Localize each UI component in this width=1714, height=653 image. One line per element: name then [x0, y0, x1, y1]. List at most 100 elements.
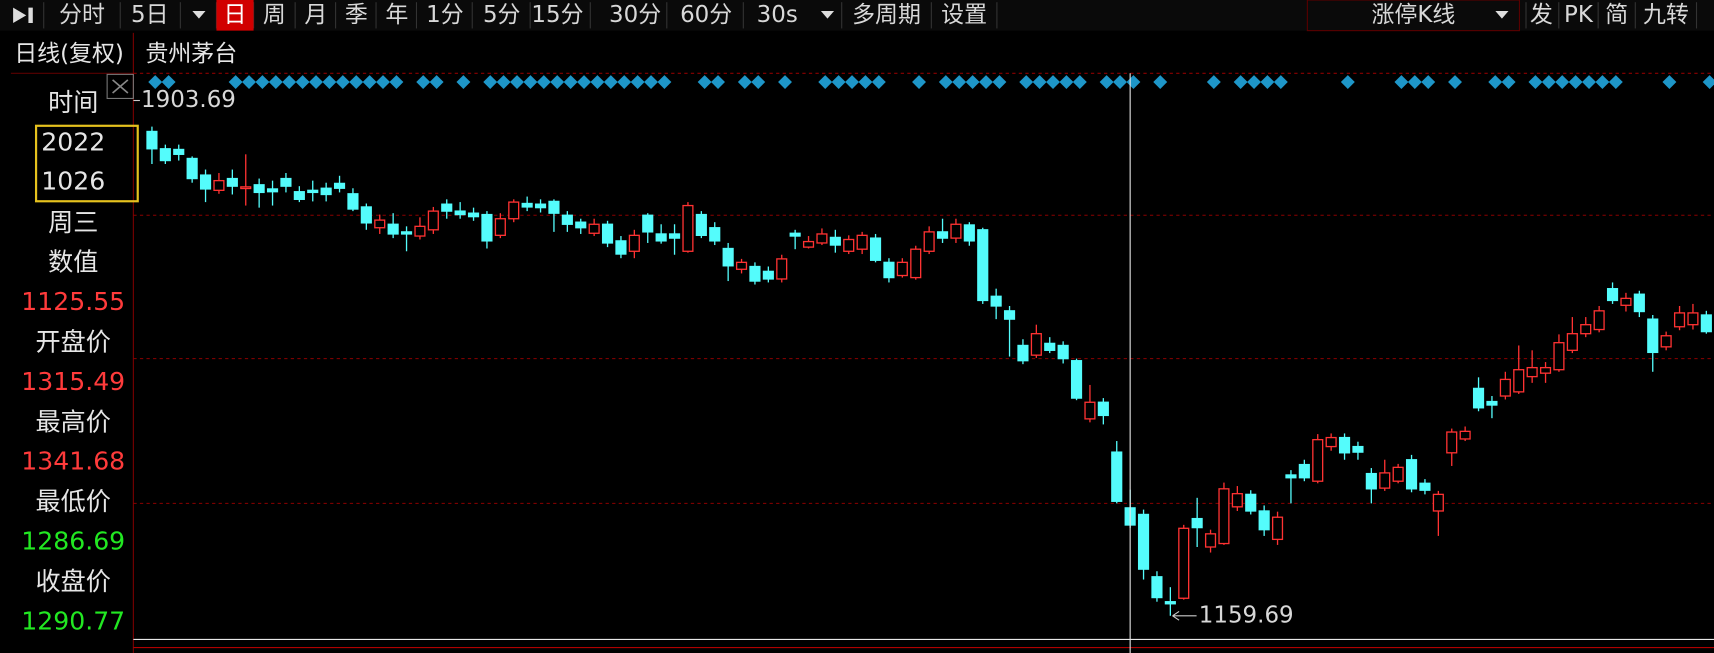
toolbar-button[interactable]: 周	[263, 2, 286, 28]
candle-body	[1191, 517, 1203, 529]
candle-body	[1526, 366, 1538, 378]
candle-body	[1137, 513, 1150, 570]
toolbar-button[interactable]: 30s	[757, 2, 798, 28]
candle-body	[1405, 459, 1418, 490]
candle-body	[1111, 451, 1123, 502]
candle-body	[1312, 438, 1324, 482]
signal-diamond	[416, 75, 431, 89]
signal-diamond	[376, 75, 390, 89]
info-date: 1026	[41, 167, 105, 196]
info-value: 1286.69	[21, 527, 125, 556]
candle-body	[1647, 318, 1659, 354]
candle-body	[293, 191, 305, 200]
candle-body	[1459, 430, 1471, 440]
signal-diamond	[389, 75, 404, 89]
candle-body	[990, 295, 1002, 307]
candle-body	[173, 148, 185, 155]
candle-body	[186, 157, 198, 180]
signal-diamond	[456, 75, 471, 89]
dropdown-arrow[interactable]	[820, 10, 835, 19]
toolbar-button[interactable]: 简	[1605, 2, 1628, 28]
signal-diamond	[322, 75, 337, 89]
toolbar-button[interactable]: 分时	[59, 2, 105, 28]
candle-body	[307, 189, 319, 194]
candle-body	[467, 212, 480, 218]
signal-diamond	[536, 75, 551, 89]
candle-body	[521, 202, 533, 208]
candle-body	[1553, 342, 1565, 371]
toolbar-button[interactable]: 60分	[680, 2, 732, 28]
candle-body	[387, 223, 399, 235]
candle-body	[494, 218, 506, 237]
signal-diamond	[979, 75, 993, 89]
toolbar-button[interactable]: PK	[1564, 2, 1594, 28]
toolbar-button[interactable]: 月	[304, 2, 327, 28]
info-value: 1315.49	[21, 367, 125, 396]
toolbar-button[interactable]: 年	[385, 2, 408, 28]
candle-body	[374, 219, 386, 229]
candle-body	[695, 213, 707, 237]
close-icon[interactable]	[112, 79, 129, 94]
toolbar: 分时 5日 日周月季年 1分 5分 15分 30分 60分 30s 多周期 设置 涨停K线 发 PK 简九转	[0, 0, 1714, 32]
signal-diamond	[362, 75, 377, 89]
toolbar-button[interactable]: 九转	[1643, 2, 1689, 28]
candle-body	[1472, 387, 1485, 409]
collapse-icon[interactable]	[13, 7, 33, 23]
candle-body	[347, 193, 359, 210]
candle-body	[226, 177, 238, 187]
candle-body	[1566, 333, 1578, 351]
candle-body	[1593, 310, 1605, 331]
candle-body	[481, 213, 493, 242]
candle-body	[682, 204, 694, 252]
candle-body	[789, 232, 801, 237]
candle-body	[1218, 488, 1230, 545]
candle-body	[548, 200, 560, 214]
info-year: 2022	[41, 127, 105, 156]
candle-body	[1204, 533, 1217, 548]
candle-body	[400, 231, 413, 235]
candle-body	[266, 188, 279, 193]
candle-body	[910, 248, 922, 279]
toolbar-button[interactable]: 30分	[609, 2, 661, 28]
toolbar-button[interactable]: 日	[224, 2, 247, 28]
candle-body	[762, 270, 774, 280]
candle-body	[1003, 310, 1016, 320]
dropdown-arrow[interactable]	[1495, 10, 1509, 19]
candle-body	[1325, 436, 1337, 448]
toolbar-button[interactable]: 发	[1530, 2, 1553, 28]
candle-body	[869, 237, 882, 261]
candle-body	[1419, 482, 1431, 491]
toolbar-button[interactable]: 5日	[131, 2, 169, 28]
toolbar-button[interactable]: 多周期	[852, 2, 921, 28]
date-box	[34, 124, 139, 203]
toolbar-button[interactable]: 1分	[426, 2, 464, 28]
candle-body	[749, 265, 761, 282]
candle-body	[1673, 312, 1686, 328]
candle-body	[977, 229, 989, 302]
candle-body	[1352, 445, 1364, 453]
toolbar-bg	[0, 0, 1714, 31]
info-value: 1341.68	[21, 447, 125, 476]
candle-body	[240, 186, 252, 190]
candle-body	[1486, 400, 1498, 406]
toolbar-button[interactable]: 设置	[941, 2, 987, 28]
close-button[interactable]	[106, 73, 134, 99]
candle-body	[856, 234, 868, 250]
candle-body	[1606, 288, 1619, 302]
candle-body	[923, 231, 935, 252]
candle-body	[1164, 601, 1176, 605]
candle-body	[1271, 516, 1284, 541]
signal-diamond	[711, 75, 725, 89]
toolbar-button[interactable]: 5分	[483, 2, 521, 28]
toolbar-button[interactable]: 15分	[531, 2, 583, 28]
toolbar-button[interactable]: 涨停K线	[1371, 2, 1455, 28]
indicator-select[interactable]	[1306, 0, 1520, 32]
candle-body	[1084, 401, 1096, 420]
candle-body	[1017, 344, 1029, 362]
candle-body	[360, 206, 372, 224]
toolbar-button[interactable]: 季	[345, 2, 368, 28]
dropdown-arrow[interactable]	[192, 10, 206, 19]
info-label: 数值	[48, 248, 98, 277]
candle-body	[280, 177, 292, 187]
